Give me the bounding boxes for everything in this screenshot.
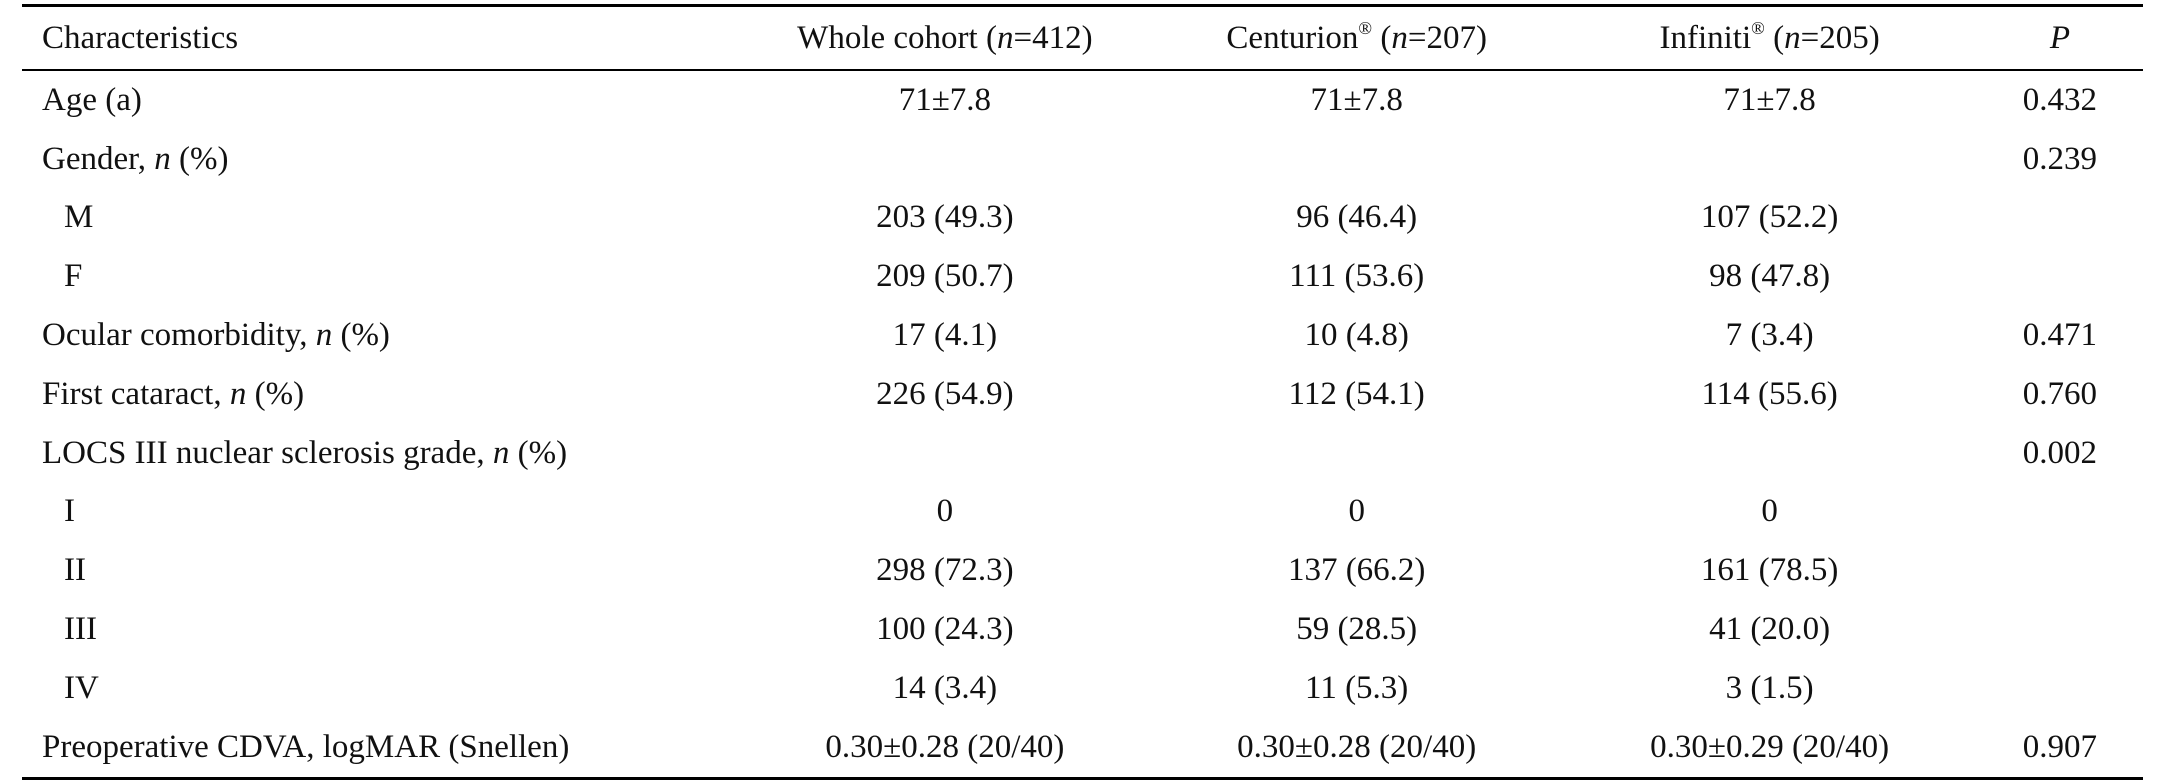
row-label: IV — [64, 669, 99, 706]
p-value: 0.432 — [2022, 81, 2098, 118]
header-whole-cohort: Whole cohort (n=412) — [797, 19, 1093, 56]
p-value — [1977, 659, 2143, 718]
infiniti-value: 107 (52.2) — [1700, 199, 1839, 236]
infiniti-value: 98 (47.8) — [1709, 258, 1831, 295]
centurion-value: 111 (53.6) — [1289, 258, 1425, 295]
p-value — [1977, 247, 2143, 306]
infiniti-value: 3 (1.5) — [1725, 669, 1814, 706]
table-row: Gender, n (%) 0.239 — [22, 130, 2143, 189]
centurion-value: 0.30±0.28 (20/40) — [1237, 728, 1477, 765]
p-value: 0.760 — [2022, 375, 2098, 412]
table-row: II 298 (72.3) 137 (66.2) 161 (78.5) — [22, 541, 2143, 600]
row-label: First cataract, n (%) — [42, 375, 305, 412]
centurion-value: 59 (28.5) — [1296, 611, 1418, 648]
table-row: IV 14 (3.4) 11 (5.3) 3 (1.5) — [22, 659, 2143, 718]
row-label: Preoperative CDVA, logMAR (Snellen) — [42, 728, 570, 765]
centurion-value: 11 (5.3) — [1305, 669, 1409, 706]
whole-cohort-value: 226 (54.9) — [876, 375, 1014, 412]
whole-cohort-value — [739, 130, 1151, 189]
header-p-value: P — [2049, 19, 2070, 56]
table-row: Age (a) 71±7.8 71±7.8 71±7.8 0.432 — [22, 70, 2143, 130]
whole-cohort-value: 0 — [936, 493, 954, 530]
infiniti-value — [1562, 130, 1977, 189]
header-row: Characteristics Whole cohort (n=412) Cen… — [22, 5, 2143, 70]
row-label: I — [64, 493, 75, 530]
row-label: III — [64, 611, 97, 648]
whole-cohort-value: 17 (4.1) — [892, 317, 998, 354]
centurion-value: 112 (54.1) — [1288, 375, 1425, 412]
p-value: 0.907 — [2022, 728, 2098, 765]
header-centurion: Centurion® (n=207) — [1226, 17, 1487, 56]
infiniti-value — [1562, 424, 1977, 483]
table-row: III 100 (24.3) 59 (28.5) 41 (20.0) — [22, 600, 2143, 659]
whole-cohort-value: 71±7.8 — [898, 81, 992, 118]
infiniti-value: 7 (3.4) — [1725, 317, 1814, 354]
row-label: Gender, n (%) — [42, 140, 229, 177]
table-row: Preoperative CDVA, logMAR (Snellen) 0.30±… — [22, 718, 2143, 779]
centurion-value: 0 — [1348, 493, 1365, 530]
row-label: II — [64, 552, 86, 589]
registered-mark: ® — [1751, 17, 1765, 38]
table-header: Characteristics Whole cohort (n=412) Cen… — [22, 5, 2143, 70]
whole-cohort-value: 298 (72.3) — [876, 552, 1014, 589]
table-row: First cataract, n (%) 226 (54.9) 112 (54.1… — [22, 365, 2143, 424]
table-row: M 203 (49.3) 96 (46.4) 107 (52.2) — [22, 189, 2143, 248]
centurion-value: 71±7.8 — [1310, 81, 1403, 118]
p-value: 0.239 — [2022, 140, 2098, 177]
infiniti-value: 0.30±0.29 (20/40) — [1650, 728, 1890, 765]
p-value: 0.471 — [2022, 317, 2098, 354]
table-body: Age (a) 71±7.8 71±7.8 71±7.8 0.432 Gender, n … — [22, 70, 2143, 779]
infiniti-value: 161 (78.5) — [1700, 552, 1839, 589]
row-label: Age (a) — [42, 81, 142, 118]
infiniti-value: 0 — [1761, 493, 1778, 530]
p-value — [1977, 600, 2143, 659]
whole-cohort-value: 14 (3.4) — [892, 669, 998, 706]
row-label: Ocular comorbidity, n (%) — [42, 317, 390, 354]
whole-cohort-value: 0.30±0.28 (20/40) — [825, 728, 1065, 765]
row-label: F — [64, 258, 83, 295]
baseline-characteristics-table: Characteristics Whole cohort (n=412) Cen… — [22, 4, 2143, 780]
centurion-value — [1151, 130, 1562, 189]
whole-cohort-value: 203 (49.3) — [876, 199, 1014, 236]
infiniti-value: 114 (55.6) — [1701, 375, 1838, 412]
whole-cohort-value: 209 (50.7) — [876, 258, 1014, 295]
centurion-value: 96 (46.4) — [1296, 199, 1418, 236]
whole-cohort-value — [739, 424, 1151, 483]
p-value — [1977, 483, 2143, 542]
infiniti-value: 41 (20.0) — [1709, 611, 1831, 648]
centurion-value: 137 (66.2) — [1287, 552, 1426, 589]
table-row: LOCS III nuclear sclerosis grade, n (%) 0… — [22, 424, 2143, 483]
baseline-characteristics-table-wrap: Characteristics Whole cohort (n=412) Cen… — [22, 4, 2167, 780]
centurion-value — [1151, 424, 1562, 483]
row-label: LOCS III nuclear sclerosis grade, n (%) — [42, 434, 568, 471]
row-label: M — [64, 199, 94, 236]
p-value: 0.002 — [2022, 434, 2098, 471]
p-value — [1977, 541, 2143, 600]
table-row: I 0 0 0 — [22, 483, 2143, 542]
p-value — [1977, 189, 2143, 248]
header-infiniti: Infiniti® (n=205) — [1659, 17, 1880, 56]
centurion-value: 10 (4.8) — [1304, 317, 1409, 354]
header-characteristics: Characteristics — [42, 19, 239, 56]
registered-mark: ® — [1358, 17, 1373, 38]
table-row: Ocular comorbidity, n (%) 17 (4.1) 10 (4.8… — [22, 306, 2143, 365]
whole-cohort-value: 100 (24.3) — [876, 611, 1014, 648]
infiniti-value: 71±7.8 — [1723, 81, 1816, 118]
table-row: F 209 (50.7) 111 (53.6) 98 (47.8) — [22, 247, 2143, 306]
